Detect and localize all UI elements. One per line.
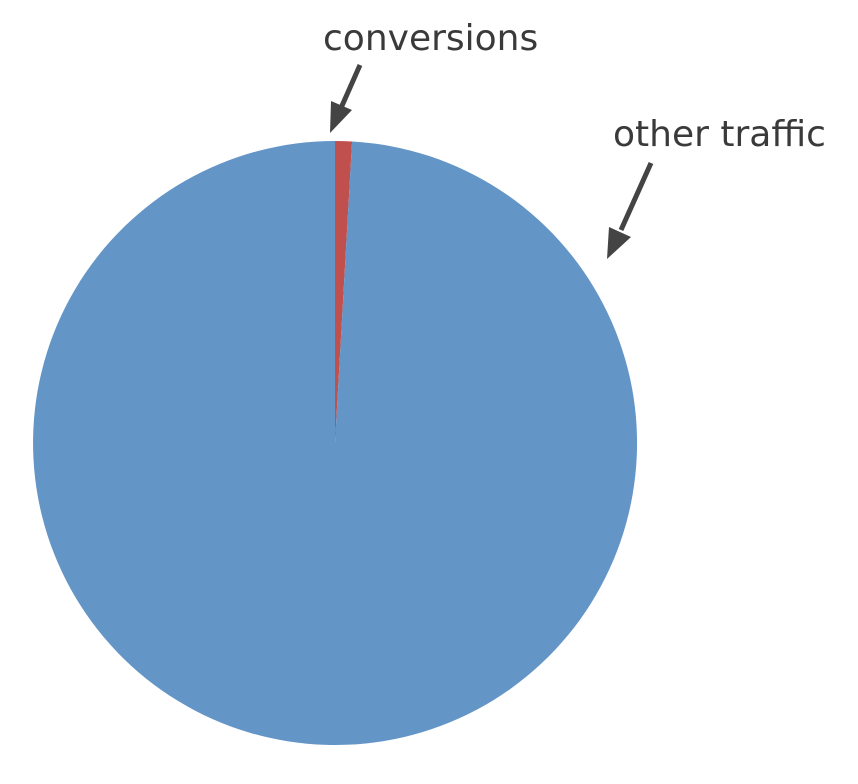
other-traffic-arrow-head — [607, 227, 631, 259]
pie-slice-conversions — [335, 141, 353, 443]
other-traffic-arrow-shaft — [618, 161, 654, 232]
conversions-arrow-shaft — [338, 63, 363, 110]
slice-label-other-traffic: other traffic — [613, 114, 826, 155]
slice-label-conversions: conversions — [323, 18, 538, 59]
callout-other-traffic: other traffic — [607, 114, 826, 259]
pie-slice-other-traffic — [33, 141, 638, 746]
callout-conversions: conversions — [323, 18, 538, 133]
conversions-arrow-head — [330, 101, 352, 133]
pie-slices — [33, 141, 638, 746]
